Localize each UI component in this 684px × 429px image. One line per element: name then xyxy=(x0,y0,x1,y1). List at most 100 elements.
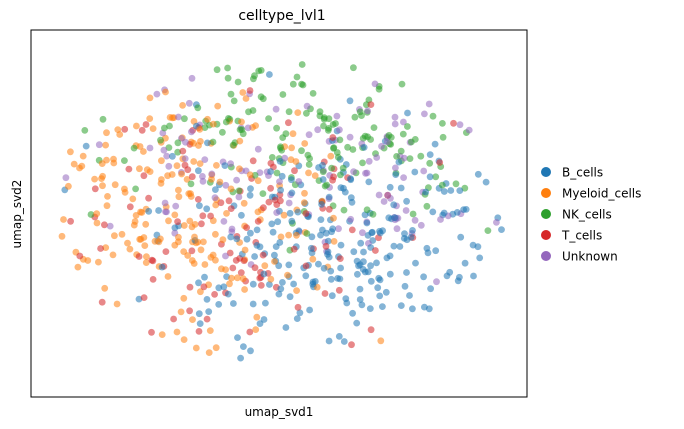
scatter-point-b-cells xyxy=(243,235,251,243)
scatter-point-myeloid-cells xyxy=(60,216,67,223)
scatter-point-b-cells xyxy=(271,251,278,259)
scatter-point-t-cells xyxy=(249,157,257,165)
points-layer xyxy=(58,61,505,362)
scatter-point-b-cells xyxy=(237,354,245,362)
scatter-point-myeloid-cells xyxy=(177,308,185,316)
scatter-point-nk-cells xyxy=(323,181,330,189)
scatter-point-unknown xyxy=(106,222,114,230)
scatter-point-myeloid-cells xyxy=(179,102,187,109)
scatter-point-unknown xyxy=(373,154,381,161)
scatter-point-b-cells xyxy=(249,300,257,308)
scatter-point-nk-cells xyxy=(349,146,357,153)
scatter-point-nk-cells xyxy=(229,141,237,149)
scatter-point-b-cells xyxy=(238,211,245,219)
scatter-point-b-cells xyxy=(364,268,372,276)
scatter-point-nk-cells xyxy=(121,157,128,165)
scatter-point-myeloid-cells xyxy=(234,274,241,282)
scatter-point-t-cells xyxy=(229,264,237,272)
scatter-point-b-cells xyxy=(324,237,332,245)
scatter-point-nk-cells xyxy=(213,66,221,74)
scatter-point-myeloid-cells xyxy=(190,139,198,147)
scatter-point-myeloid-cells xyxy=(309,255,317,263)
scatter-point-nk-cells xyxy=(130,144,138,152)
scatter-point-myeloid-cells xyxy=(116,131,124,138)
scatter-point-t-cells xyxy=(170,315,178,323)
scatter-point-unknown xyxy=(273,209,281,217)
scatter-point-nk-cells xyxy=(439,120,446,127)
scatter-point-unknown xyxy=(222,252,229,260)
scatter-point-nk-cells xyxy=(329,121,337,128)
scatter-point-myeloid-cells xyxy=(142,220,150,228)
scatter-point-t-cells xyxy=(251,264,259,272)
scatter-point-t-cells xyxy=(329,134,337,141)
scatter-point-myeloid-cells xyxy=(131,218,139,225)
scatter-point-nk-cells xyxy=(219,128,226,136)
scatter-point-b-cells xyxy=(383,254,391,262)
scatter-point-myeloid-cells xyxy=(140,234,148,241)
scatter-point-b-cells xyxy=(407,233,415,241)
scatter-point-myeloid-cells xyxy=(102,244,110,252)
scatter-point-t-cells xyxy=(184,166,192,174)
legend-marker xyxy=(541,188,551,198)
scatter-point-b-cells xyxy=(391,214,399,222)
scatter-point-myeloid-cells xyxy=(330,214,337,222)
scatter-point-unknown xyxy=(272,105,280,113)
scatter-point-b-cells xyxy=(341,188,349,196)
scatter-point-unknown xyxy=(400,118,407,126)
scatter-point-nk-cells xyxy=(375,85,383,93)
scatter-point-unknown xyxy=(350,168,357,176)
scatter-point-myeloid-cells xyxy=(240,199,248,207)
scatter-point-b-cells xyxy=(461,259,469,267)
scatter-point-b-cells xyxy=(201,273,208,281)
scatter-point-b-cells xyxy=(420,273,427,281)
scatter-point-b-cells xyxy=(233,235,241,243)
scatter-point-b-cells xyxy=(253,242,261,249)
scatter-point-b-cells xyxy=(447,187,455,194)
scatter-point-b-cells xyxy=(406,292,413,299)
scatter-point-unknown xyxy=(375,191,383,199)
scatter-point-b-cells xyxy=(340,338,348,345)
scatter-point-myeloid-cells xyxy=(189,316,196,323)
scatter-point-t-cells xyxy=(186,283,194,291)
scatter-point-b-cells xyxy=(268,220,276,228)
scatter-point-b-cells xyxy=(386,270,394,278)
scatter-point-unknown xyxy=(222,181,230,189)
scatter-point-nk-cells xyxy=(409,210,417,218)
scatter-point-nk-cells xyxy=(309,90,317,97)
scatter-point-t-cells xyxy=(372,247,379,254)
scatter-point-b-cells xyxy=(409,227,416,234)
scatter-point-unknown xyxy=(188,74,196,82)
scatter-point-b-cells xyxy=(247,229,254,237)
scatter-point-myeloid-cells xyxy=(252,122,259,129)
scatter-point-b-cells xyxy=(327,275,335,283)
scatter-point-t-cells xyxy=(188,247,196,255)
scatter-point-b-cells xyxy=(397,302,405,309)
scatter-point-myeloid-cells xyxy=(294,109,302,116)
scatter-point-unknown xyxy=(333,112,341,120)
scatter-point-myeloid-cells xyxy=(377,337,385,345)
scatter-point-b-cells xyxy=(426,151,434,159)
scatter-point-myeloid-cells xyxy=(212,256,219,264)
scatter-point-myeloid-cells xyxy=(180,222,188,229)
scatter-point-nk-cells xyxy=(157,136,164,144)
scatter-point-unknown xyxy=(211,194,219,202)
scatter-point-nk-cells xyxy=(356,108,364,116)
scatter-point-myeloid-cells xyxy=(104,193,111,200)
scatter-point-myeloid-cells xyxy=(241,286,249,293)
scatter-point-myeloid-cells xyxy=(293,287,300,294)
scatter-point-myeloid-cells xyxy=(146,115,154,122)
scatter-point-b-cells xyxy=(346,97,354,105)
scatter-point-t-cells xyxy=(194,196,202,203)
scatter-point-nk-cells xyxy=(249,107,257,114)
scatter-point-unknown xyxy=(220,218,228,225)
scatter-point-unknown xyxy=(276,178,283,186)
scatter-point-t-cells xyxy=(121,125,129,133)
scatter-point-t-cells xyxy=(126,203,134,211)
scatter-point-myeloid-cells xyxy=(239,275,247,283)
scatter-point-b-cells xyxy=(309,280,317,288)
scatter-point-myeloid-cells xyxy=(173,328,181,336)
scatter-point-b-cells xyxy=(247,185,254,193)
scatter-point-b-cells xyxy=(302,272,310,280)
scatter-point-nk-cells xyxy=(370,124,378,131)
